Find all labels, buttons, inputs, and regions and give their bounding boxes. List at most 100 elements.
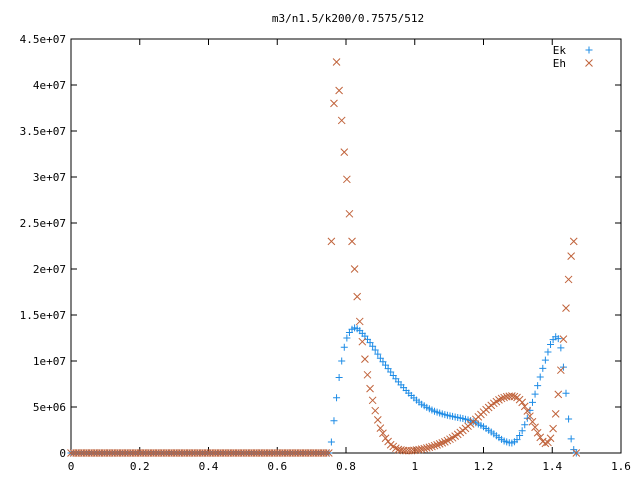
data-point <box>420 444 429 453</box>
data-point <box>350 265 359 273</box>
data-point <box>327 237 336 246</box>
data-point <box>338 357 346 365</box>
data-point <box>330 99 338 108</box>
legend-marker <box>585 59 593 67</box>
data-point <box>391 444 400 453</box>
data-point <box>531 390 539 398</box>
data-point <box>565 415 573 423</box>
data-point <box>371 406 380 415</box>
y-tick-label: 2e+07 <box>33 263 66 276</box>
data-point <box>373 416 382 424</box>
data-point <box>544 438 552 447</box>
data-point <box>440 437 449 446</box>
data-point <box>520 402 529 411</box>
data-point <box>343 175 351 184</box>
data-point <box>322 449 331 457</box>
data-point <box>518 427 526 435</box>
data-point <box>368 396 377 405</box>
y-tick-label: 3.5e+07 <box>20 125 66 138</box>
data-point <box>536 433 545 442</box>
data-point <box>422 444 431 452</box>
data-point <box>513 436 521 444</box>
data-point <box>546 434 555 443</box>
data-point <box>428 442 436 451</box>
chart-title: m3/n1.5/k200/0.7575/512 <box>272 12 424 25</box>
y-tick-label: 1.5e+07 <box>20 309 66 322</box>
x-tick-label: 0 <box>68 460 75 473</box>
data-point <box>554 335 562 343</box>
data-point <box>335 374 343 382</box>
data-point <box>438 439 447 447</box>
data-point <box>376 424 385 433</box>
data-point <box>544 348 552 356</box>
data-point <box>528 417 537 426</box>
data-point <box>567 252 576 260</box>
data-point <box>554 390 563 399</box>
data-point <box>371 346 379 354</box>
x-tick-label: 0.8 <box>336 460 356 473</box>
data-point <box>559 335 568 344</box>
axes: 0 0.2 0.4 0.6 0.8 1 1.2 1.4 1.6 0 5e+06 1e+07 1.5e+0… <box>20 33 631 473</box>
data-point <box>528 398 536 406</box>
x-tick-label: 1.4 <box>542 460 562 473</box>
legend-label: Eh <box>553 57 566 70</box>
data-point <box>531 423 539 432</box>
data-point <box>327 438 335 446</box>
data-point <box>557 344 565 352</box>
data-point <box>430 441 439 450</box>
y-tick-label: 1e+07 <box>33 355 66 368</box>
data-point <box>366 384 374 393</box>
data-point <box>526 412 534 421</box>
data-point <box>572 449 581 457</box>
legend-label: Ek <box>553 44 567 57</box>
data-point <box>340 343 348 351</box>
x-tick-label: 1.2 <box>474 460 494 473</box>
y-tick-label: 3e+07 <box>33 171 66 184</box>
data-point <box>564 275 573 284</box>
data-point <box>518 398 527 407</box>
data-point <box>549 424 557 433</box>
data-point <box>567 435 575 443</box>
data-point <box>355 317 364 326</box>
x-tick-label: 1 <box>411 460 418 473</box>
legend-marker <box>585 46 593 54</box>
data-point <box>353 292 362 301</box>
data-point <box>521 421 529 429</box>
data-point <box>348 237 356 246</box>
data-point <box>551 410 560 418</box>
data-point <box>534 382 542 390</box>
data-point <box>374 350 382 358</box>
data-point <box>443 436 452 445</box>
y-tick-label: 4.5e+07 <box>20 33 66 46</box>
data-point <box>425 443 434 452</box>
y-tick-label: 4e+07 <box>33 79 66 92</box>
series-eh <box>67 58 581 457</box>
data-point <box>539 364 547 372</box>
data-point <box>335 86 343 95</box>
data-point <box>332 58 341 66</box>
data-point <box>497 394 506 403</box>
data-point <box>363 370 372 379</box>
data-point <box>358 337 367 346</box>
data-point <box>523 407 532 415</box>
data-point <box>569 237 578 246</box>
data-point <box>500 393 508 402</box>
data-point <box>536 373 544 381</box>
data-point <box>369 342 377 350</box>
data-point <box>510 392 519 401</box>
data-point <box>508 392 516 400</box>
x-tick-label: 0.6 <box>267 460 287 473</box>
y-tick-label: 5e+06 <box>33 401 66 414</box>
data-point <box>343 334 351 342</box>
y-tick-label: 2.5e+07 <box>20 217 66 230</box>
data-point <box>337 116 346 125</box>
data-point <box>361 355 369 364</box>
x-tick-label: 1.6 <box>611 460 631 473</box>
y-tick-label: 0 <box>59 447 66 460</box>
data-point <box>330 417 338 425</box>
data-point <box>446 435 454 444</box>
x-tick-label: 0.2 <box>130 460 150 473</box>
data-point <box>366 339 374 347</box>
